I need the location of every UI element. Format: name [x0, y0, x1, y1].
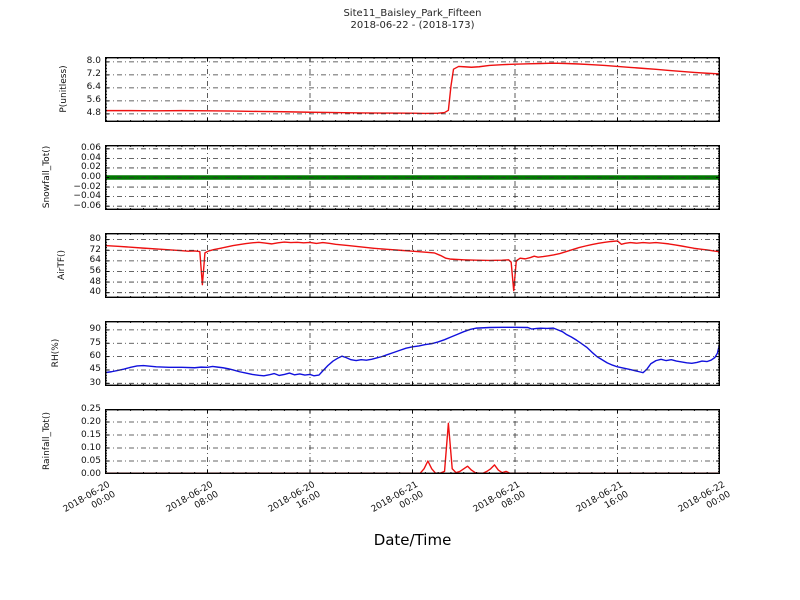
figure-title: Site11_Baisley_Park_Fifteen 2018-06-22 -…	[105, 8, 720, 32]
xtick-time: 08:00	[192, 489, 220, 511]
ytick-label-rainfall-tot: 0.15	[80, 429, 101, 440]
y-axis-label-snowfall-tot: Snowfall_Tot()	[42, 145, 52, 208]
ytick-label-p-unitless: 5.6	[86, 95, 101, 106]
xtick-time: 00:00	[704, 489, 733, 511]
plot-area-rainfall-tot	[105, 409, 720, 474]
ytick-label-snowfall-tot: 0.04	[80, 152, 101, 163]
ytick-label-p-unitless: 4.8	[86, 108, 101, 119]
xtick-label: 2018-06-21 08:00	[404, 480, 528, 563]
xtick-time: 08:00	[499, 489, 528, 511]
title-line2: 2018-06-22 - (2018-173)	[350, 20, 475, 31]
ytick-label-airtf: 56	[89, 265, 101, 276]
xtick-time: 00:00	[89, 489, 118, 511]
ytick-label-snowfall-tot: −0.06	[73, 200, 101, 211]
plot-area-p-unitless	[105, 57, 720, 122]
ytick-label-airtf: 72	[89, 244, 101, 255]
ytick-label-snowfall-tot: 0.00	[80, 172, 101, 182]
x-axis-label: Date/Time	[373, 531, 452, 549]
ytick-label-rainfall-tot: 0.25	[80, 403, 101, 414]
ytick-label-rh: 90	[89, 324, 101, 335]
ytick-label-p-unitless: 7.2	[86, 69, 101, 80]
xtick-label: 2018-06-20 16:00	[199, 480, 323, 563]
series-line-rh	[105, 326, 720, 377]
xtick-label: 2018-06-21 00:00	[302, 480, 425, 563]
panel-airtf	[105, 233, 720, 298]
xtick-time: 16:00	[602, 489, 630, 511]
panel-snowfall-tot	[105, 145, 720, 210]
xtick-time: 00:00	[397, 489, 425, 511]
xtick-label: 2018-06-21 16:00	[507, 480, 630, 563]
ytick-label-rh: 30	[89, 377, 101, 388]
ytick-label-snowfall-tot: 0.06	[80, 143, 101, 154]
series-line-airtf	[105, 240, 720, 292]
y-axis-label-p-unitless: P(unitless)	[59, 64, 69, 113]
series-line-p-unitless	[105, 62, 720, 115]
ytick-label-snowfall-tot: 0.02	[80, 162, 101, 173]
panel-p-unitless	[105, 57, 720, 122]
plot-area-rh	[105, 321, 720, 386]
xtick-label: 2018-06-22 00:00	[609, 480, 733, 563]
ytick-label-rh: 60	[89, 351, 101, 362]
ytick-label-airtf: 48	[89, 276, 101, 287]
ytick-label-rh: 45	[89, 364, 101, 375]
ytick-label-p-unitless: 6.4	[86, 82, 101, 93]
panel-rainfall-tot	[105, 409, 720, 474]
series-line-rainfall-tot	[105, 422, 720, 474]
ytick-label-airtf: 64	[89, 255, 101, 266]
ytick-label-airtf: 80	[89, 234, 101, 245]
ytick-label-snowfall-tot: −0.02	[73, 181, 101, 192]
y-axis-label-rh: RH(%)	[51, 338, 61, 367]
panel-rh	[105, 321, 720, 386]
xtick-time: 16:00	[294, 489, 323, 511]
ytick-label-rainfall-tot: 0.10	[80, 442, 101, 453]
ytick-label-airtf: 40	[89, 287, 101, 298]
ytick-label-rainfall-tot: 0.00	[80, 468, 101, 479]
xtick-label: 2018-06-20 08:00	[97, 480, 220, 563]
ytick-label-rainfall-tot: 0.20	[80, 416, 101, 427]
title-line1: Site11_Baisley_Park_Fifteen	[343, 8, 482, 19]
ytick-label-rh: 75	[89, 337, 101, 348]
ytick-label-rainfall-tot: 0.05	[80, 455, 101, 466]
ytick-label-snowfall-tot: −0.04	[73, 191, 101, 202]
plot-area-airtf	[105, 233, 720, 298]
y-axis-label-rainfall-tot: Rainfall_Tot()	[42, 411, 52, 470]
ytick-label-p-unitless: 8.0	[86, 56, 101, 67]
plot-area-snowfall-tot	[105, 145, 720, 210]
